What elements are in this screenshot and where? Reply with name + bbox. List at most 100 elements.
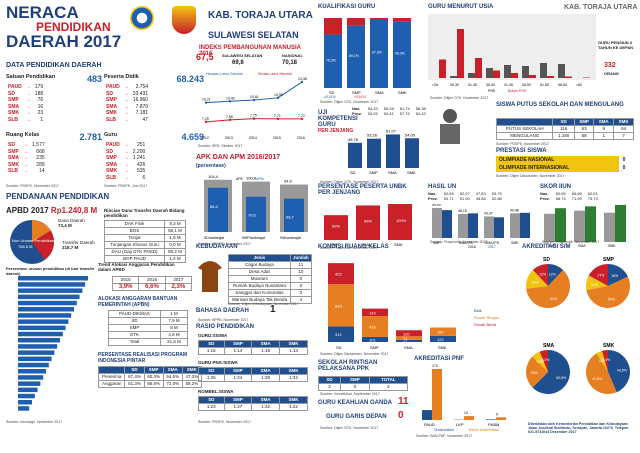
rusak_berat-bar: [362, 308, 388, 317]
row-label: SD: [8, 90, 15, 97]
pie-value-non: 766,5 M: [18, 244, 32, 249]
usia-bar-chart: <26 26-30 31-35 36-40 41-45 46-50 51-55 56-60 >6…: [428, 14, 596, 93]
row-value: 51,90: [459, 196, 470, 201]
apk-value: 94,9: [284, 179, 293, 184]
regency-logo-icon: [172, 6, 196, 34]
terakred-bar: [486, 419, 496, 420]
ge-value: 76,3%: [326, 58, 336, 62]
rls-point: [300, 117, 304, 121]
pie-legend-transfer: Transfer Daerah 218,7 M: [62, 240, 95, 250]
trend-year: 2017: [164, 276, 193, 284]
plot-bg: [428, 14, 596, 80]
rls-label: 7,25: [202, 117, 209, 121]
table-row: SLB → 47: [106, 116, 149, 123]
apbd-pie: Non Urusan Pendidikan 766,5 M: [10, 220, 54, 264]
table-cell: 58: [573, 132, 595, 140]
non-bar: [565, 76, 572, 78]
rls-legend: Rerata Lama Sekolah: [258, 72, 292, 76]
apm-bar: [208, 187, 228, 232]
category-tick: 46-50: [522, 83, 531, 87]
year-tick: 2013: [225, 136, 233, 140]
hls-label: 10,95: [274, 93, 283, 97]
category-tick: SMP: [369, 170, 378, 175]
realisasi-table: SD SMP SMA SMK Penerima 67,4% 60,3% 64,5% 47,3% A…: [97, 366, 203, 388]
guru-table: PAUD → 251 SD → 2.200 SMP → 1.241 SMA → 426 SMK → 535 S…: [104, 142, 147, 181]
non-bar: [547, 76, 554, 78]
category-tick: SD/sederajat: [204, 236, 224, 240]
prestasi-table: OLIMPIADE NASIONAL 0 OLIMPIADE INTERNASION…: [496, 156, 636, 172]
akred-slice-TT: [539, 350, 548, 372]
ipm-prov-label: SULAWESI SELATAN: [222, 53, 263, 58]
table-row: Warisan Budaya Tak Benda 4: [228, 296, 313, 304]
persentase-title: Persentase urusan pendidikan (di luar tr…: [6, 266, 95, 276]
source-note: Sumber: Puspendik, November 2017: [542, 240, 600, 244]
belum-legend: Belum terakreditasi: [469, 428, 499, 432]
persentase-bar: [18, 300, 77, 306]
uji-bar: [348, 142, 362, 168]
non-bar: [475, 58, 482, 78]
baik-value: 122: [437, 337, 444, 342]
persentase-bar: [18, 331, 63, 337]
apm-value: 70,6: [248, 213, 257, 218]
hls-legend: Harapan Lama Sekolah: [206, 72, 243, 76]
pensiun-unit: ORANG: [604, 71, 619, 76]
table-cell: SMP: [108, 324, 161, 332]
row-label: SMP: [106, 155, 117, 161]
akred-slice-C: [526, 269, 548, 289]
table-row: Desa Adat 10: [228, 268, 313, 276]
belum-bar: [496, 417, 506, 420]
row-label: SLB: [8, 168, 18, 174]
rls-label: 7,71: [274, 114, 281, 118]
akred-slice-TT: [601, 350, 608, 372]
belum-bar: [432, 369, 442, 420]
source-note: Sumber: PDSPK, November 2017: [198, 242, 251, 246]
category-tick: SM/sederajat: [280, 236, 301, 240]
row-label: Nas.: [428, 191, 437, 196]
row-label: SMK: [106, 110, 118, 116]
un-2017-legend: 2017: [488, 245, 496, 248]
table-cell: TOTAL: [368, 376, 409, 384]
row-value: 47: [142, 116, 149, 123]
table-cell: SMA: [251, 396, 281, 404]
persentase-bar: [18, 393, 35, 399]
source-note: Sumber: PDSPK, November 2017: [6, 184, 59, 188]
row-value: 179: [34, 84, 44, 90]
table-cell: 64: [613, 125, 634, 133]
table-cell: GTK: [108, 331, 161, 339]
akred-slice-A: [608, 350, 630, 393]
akred-value: 25%: [531, 371, 538, 375]
table-row: Total 21,6 M: [108, 338, 189, 346]
row-label: SD: [106, 148, 113, 155]
source-note: Sumber: Puspendik, November 2017: [320, 246, 378, 250]
category-tick: SMA: [362, 242, 371, 247]
table-cell: 1:27: [223, 403, 253, 411]
akreditasi-title: AKREDITASI S/M: [522, 244, 571, 250]
hls-point: [252, 98, 256, 102]
table-cell: Jenis: [228, 254, 291, 262]
akred-slice-A: [548, 264, 564, 286]
rusak_ringan-bar: [396, 336, 422, 340]
table-cell: 60,3%: [143, 373, 164, 381]
akred-label: SMK: [603, 343, 615, 349]
iiun-2017-bar: [615, 204, 626, 242]
table-cell: 9: [593, 125, 615, 133]
table-row: Prov. 68,74 71,99 75,73: [540, 196, 601, 201]
rusak_berat-value: 422: [335, 272, 342, 277]
row-label: Prov.: [540, 196, 550, 201]
row-value: 65,65: [571, 191, 582, 196]
apm-bar: [246, 196, 266, 232]
row-value: 668: [36, 148, 45, 155]
row-value: 426: [136, 161, 146, 168]
category-tick: SMK: [511, 241, 519, 245]
table-row: SMP → 668: [8, 148, 45, 155]
toraja-house-icon: [198, 261, 222, 292]
pie-legend-dana: Dana Daerah 73,4 M: [58, 218, 85, 228]
unbk-title: PERSENTASE PESERTA UNBK PER JENJANG: [318, 184, 407, 196]
row-value: 53,75: [491, 191, 502, 196]
table-cell: 0,0 M: [164, 241, 186, 249]
table-row: Nas. 54,33 59,28 61,74 58,38: [352, 106, 429, 111]
row-value: 0: [622, 165, 626, 171]
row-value: 54,43: [415, 111, 426, 116]
category-tick: PAUD: [424, 422, 435, 427]
